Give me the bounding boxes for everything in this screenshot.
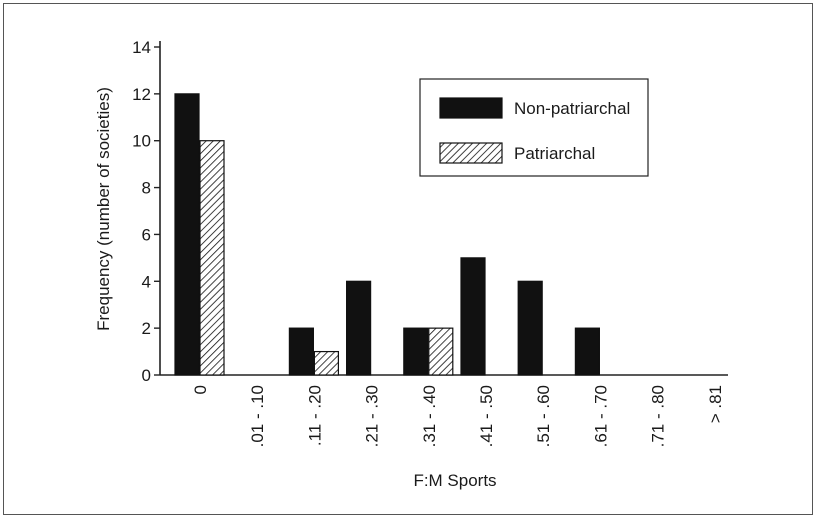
y-tick-label: 14	[132, 38, 151, 57]
bar-patriarchal	[313, 350, 339, 376]
bar-non-patriarchal	[460, 257, 486, 376]
bar-non-patriarchal	[288, 327, 314, 376]
bar-non-patriarchal	[346, 280, 372, 376]
x-tick-label: .71 - .80	[649, 385, 668, 447]
y-axis-label: Frequency (number of societies)	[94, 87, 113, 331]
x-tick-label: 0	[191, 385, 210, 394]
bar-non-patriarchal	[174, 93, 200, 376]
y-tick-label: 10	[132, 132, 151, 151]
bar-non-patriarchal	[517, 280, 543, 376]
x-axis-label: F:M Sports	[413, 471, 496, 490]
x-tick-label: .61 - .70	[591, 385, 610, 447]
x-tick-label: .31 - .40	[420, 385, 439, 447]
bar-patriarchal	[199, 140, 225, 376]
legend-label: Patriarchal	[514, 144, 595, 163]
x-tick-label: .21 - .30	[363, 385, 382, 447]
y-tick-label: 6	[142, 225, 151, 244]
bar-non-patriarchal	[403, 327, 429, 376]
y-tick-label: 8	[142, 179, 151, 198]
y-tick-label: 0	[142, 366, 151, 385]
axes: 0 2 4 6 8 10 12 14 0 .01 - .10 .11 - .20 .21 - .30.…	[132, 38, 728, 447]
bar-patriarchal	[428, 327, 454, 376]
x-tick-label: .41 - .50	[477, 385, 496, 447]
x-tick-label: > .81	[706, 385, 725, 423]
y-tick-label: 12	[132, 85, 151, 104]
x-tick-label: .11 - .20	[305, 385, 324, 446]
y-tick-label: 2	[142, 319, 151, 338]
x-tick-label: .01 - .10	[248, 385, 267, 447]
bars	[174, 93, 601, 376]
legend-swatch-patriarchal	[439, 142, 503, 164]
y-tick-label: 4	[142, 272, 151, 291]
chart-frame	[3, 3, 813, 515]
legend: Non-patriarchal Patriarchal	[419, 78, 649, 177]
legend-swatch-non-patriarchal	[439, 97, 503, 119]
legend-label: Non-patriarchal	[514, 99, 630, 118]
x-tick-label: .51 - .60	[534, 385, 553, 447]
bar-non-patriarchal	[574, 327, 601, 376]
